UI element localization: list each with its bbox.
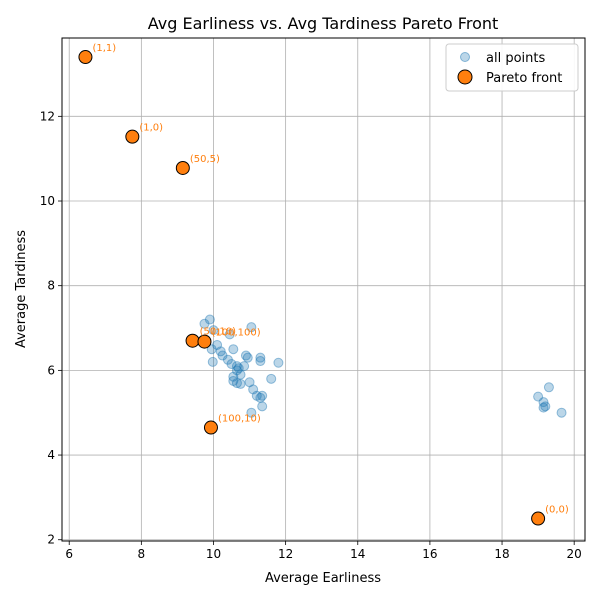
pareto-labels: (1,1) (1,0) (50,5) (50,10)(100,100) (100,10)…	[92, 43, 568, 516]
y-tick-label: 6	[47, 363, 55, 377]
legend-pareto-label: Pareto front	[486, 71, 562, 86]
scatter-point	[206, 344, 217, 355]
pareto-point-label: (50,10)	[200, 327, 237, 338]
scatter-point	[239, 361, 250, 372]
scatter-point	[248, 384, 259, 395]
scatter-point	[231, 361, 242, 372]
scatter-point	[224, 329, 235, 340]
x-tick-label: 20	[567, 547, 582, 561]
scatter-point	[212, 339, 223, 350]
pareto-point-label: (100,10)	[218, 414, 261, 425]
grid	[62, 38, 585, 541]
scatter-point	[255, 356, 266, 367]
y-axis-label: Average Tardiness	[14, 230, 29, 348]
scatter-point	[273, 357, 284, 368]
scatter-point	[538, 402, 549, 413]
chart-title: Avg Earliness vs. Avg Tardiness Pareto F…	[148, 14, 499, 33]
scatter-point	[228, 375, 239, 386]
legend: all points Pareto front	[445, 43, 579, 92]
scatter-point	[199, 318, 210, 329]
pareto-point-label: (1,1)	[92, 43, 116, 54]
all-points-series	[199, 314, 567, 418]
scatter-point	[228, 371, 239, 382]
scatter-point	[235, 369, 246, 380]
x-tick-label: 12	[278, 547, 293, 561]
scatter-point	[255, 352, 266, 363]
scatter-point	[207, 356, 218, 367]
scatter-point	[266, 373, 277, 384]
scatter-point	[540, 401, 551, 412]
x-tick-label: 10	[206, 547, 221, 561]
y-tick-label: 8	[47, 279, 55, 293]
pareto-point	[197, 334, 212, 349]
scatter-point	[215, 346, 226, 357]
scatter-point	[246, 322, 257, 333]
y-tick-label: 4	[47, 448, 55, 462]
scatter-point	[244, 377, 255, 388]
scatter-point	[556, 407, 567, 418]
scatter-point	[228, 344, 239, 355]
pareto-front-series	[78, 50, 546, 526]
scatter-point	[257, 401, 268, 412]
pareto-point	[531, 511, 546, 526]
pareto-point-label: (0,0)	[545, 505, 569, 516]
pareto-point-label: (50,5)	[190, 154, 220, 165]
x-tick-label: 18	[494, 547, 509, 561]
y-tick-label: 12	[40, 109, 55, 123]
scatter-point	[226, 359, 237, 370]
scatter-point	[233, 363, 244, 374]
x-tick-label: 14	[350, 547, 365, 561]
scatter-point	[251, 390, 262, 401]
scatter-point	[231, 365, 242, 376]
legend-all-points-label: all points	[486, 51, 545, 66]
scatter-point	[246, 407, 257, 418]
scatter-point	[204, 314, 215, 325]
axis-ticks: 6 8 10 12 14 16 18 20 2 4 6 8 10 12	[40, 109, 582, 561]
legend-pareto-marker	[457, 69, 473, 85]
x-tick-label: 8	[138, 547, 146, 561]
scatter-point	[257, 390, 268, 401]
scatter-point	[235, 378, 246, 389]
legend-box	[445, 43, 579, 92]
legend-all-points-marker	[460, 52, 470, 62]
pareto-point	[125, 129, 140, 144]
scatter-point	[533, 391, 544, 402]
scatter-point	[217, 350, 228, 361]
pareto-point	[78, 50, 93, 65]
pareto-point	[185, 333, 200, 348]
scatter-point	[222, 354, 233, 365]
pareto-point-label: (1,0)	[139, 123, 163, 134]
scatter-point	[543, 382, 554, 393]
scatter-point	[208, 325, 219, 336]
x-tick-label: 16	[422, 547, 437, 561]
scatter-point	[231, 378, 242, 389]
x-axis-label: Average Earliness	[265, 571, 381, 586]
pareto-point	[175, 160, 190, 175]
pareto-point-label: (100,100)	[211, 328, 260, 339]
plot-area-frame	[61, 37, 586, 542]
scatter-point	[255, 392, 266, 403]
scatter-point	[538, 397, 549, 408]
pareto-point	[203, 420, 218, 435]
scatter-point	[240, 350, 251, 361]
y-tick-label: 10	[40, 194, 55, 208]
y-tick-label: 2	[47, 533, 55, 547]
x-tick-label: 6	[65, 547, 73, 561]
scatter-point	[242, 352, 253, 363]
